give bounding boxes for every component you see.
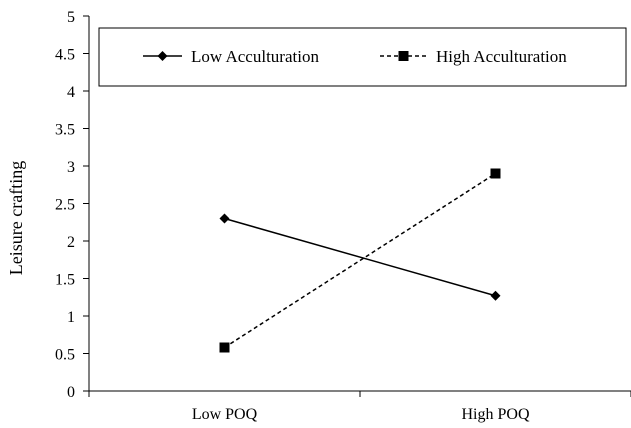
y-tick-label: 1.5 [55, 272, 75, 289]
y-tick-label: 3.5 [55, 122, 75, 139]
y-tick-label: 3 [67, 159, 75, 176]
data-point [219, 213, 230, 224]
legend: Low Acculturation High Acculturation [98, 27, 627, 87]
series-line [224, 172, 496, 349]
x-tick-label: Low POQ [192, 406, 258, 423]
y-tick-label: 0 [67, 384, 75, 401]
legend-label: Low Acculturation [191, 47, 319, 66]
data-point [490, 168, 501, 179]
series-0 [219, 213, 501, 301]
y-axis-ticks: 0 0.5 1 1.5 2 2.5 3 3.5 4 4.5 5 [55, 9, 89, 401]
x-axis-ticks: Low POQ High POQ [88, 391, 631, 423]
y-axis-label: Leisure crafting [6, 161, 26, 275]
legend-marker [157, 51, 168, 61]
y-tick-label: 0.5 [55, 347, 75, 364]
y-tick-label: 2 [67, 234, 75, 251]
legend-box [98, 27, 627, 87]
y-tick-label: 4.5 [55, 47, 75, 64]
series-line [224, 217, 496, 297]
y-tick-label: 1 [67, 309, 75, 326]
x-tick-label: High POQ [461, 406, 529, 423]
data-point [490, 290, 501, 301]
legend-marker [398, 51, 409, 61]
y-tick-label: 5 [67, 9, 75, 26]
y-tick-label: 4 [67, 84, 75, 101]
legend-label: High Acculturation [436, 47, 567, 66]
series-1 [219, 168, 501, 353]
y-tick-label: 2.5 [55, 197, 75, 214]
data-point [219, 342, 230, 353]
series-layer [219, 168, 501, 353]
